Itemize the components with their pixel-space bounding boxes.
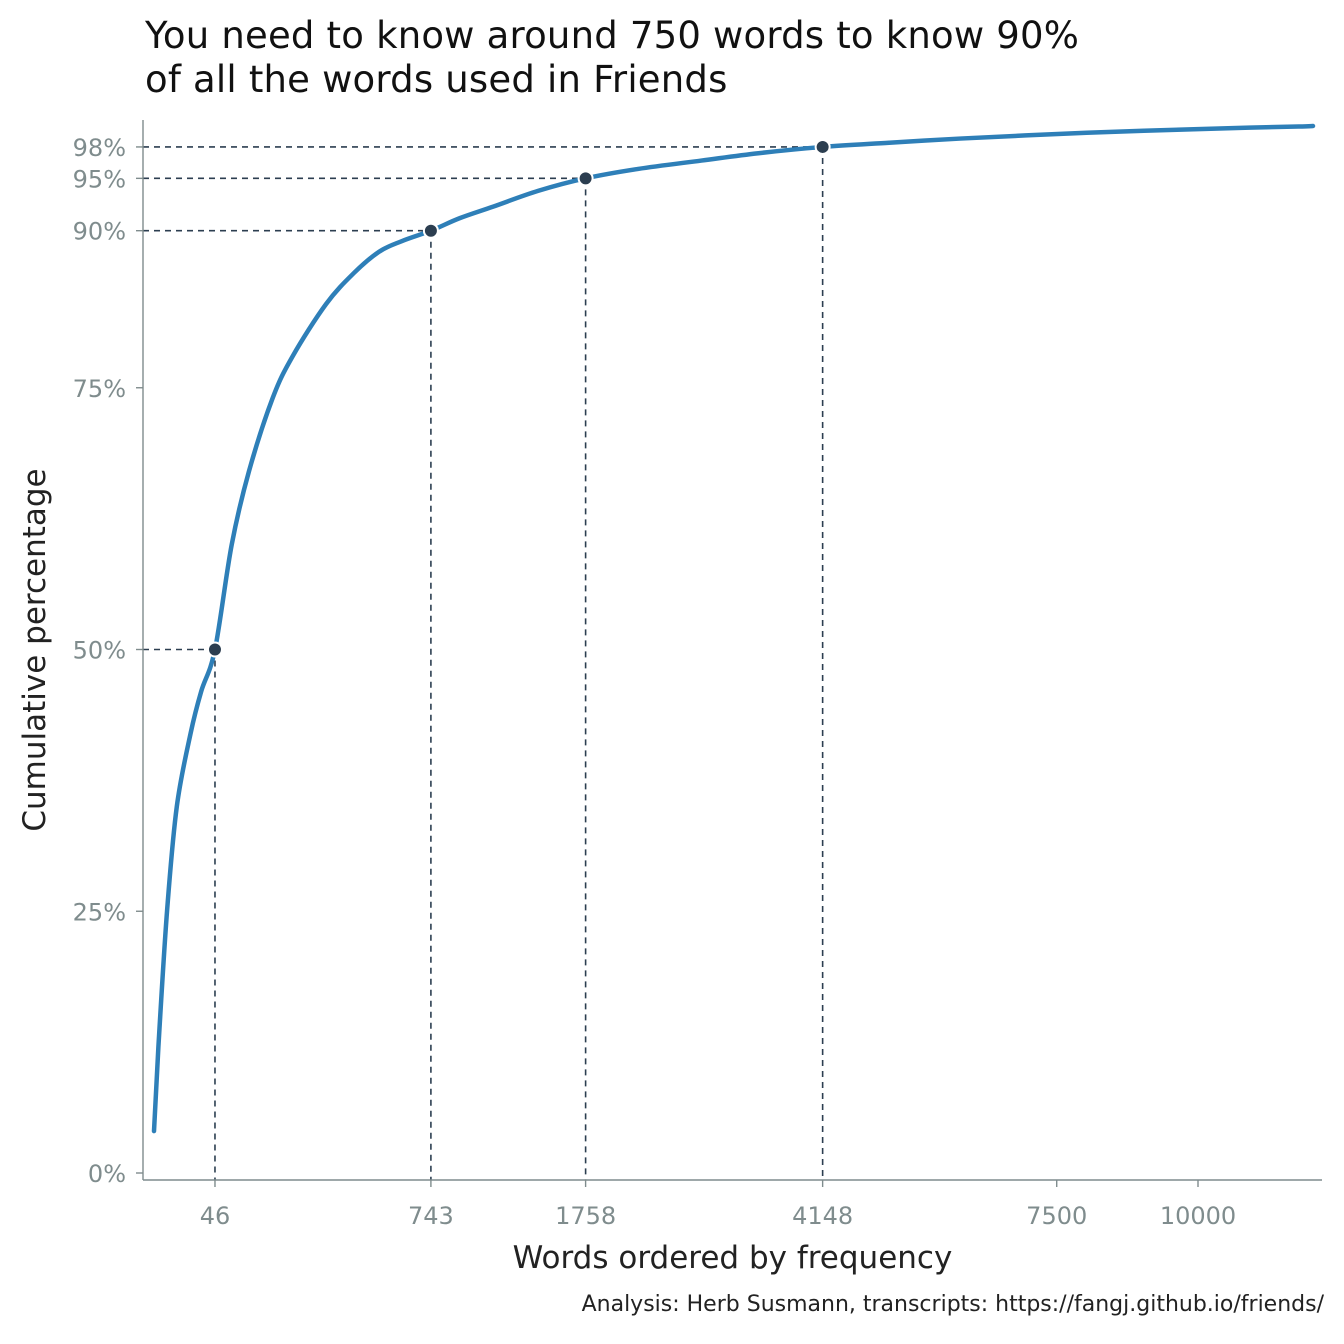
chart-caption: Analysis: Herb Susmann, transcripts: htt… [581,1292,1324,1317]
series-group [151,123,1316,1134]
x-tick-label: 7500 [1026,1202,1087,1230]
y-tick-label: 75% [73,375,126,403]
highlight-point [422,222,439,239]
x-tick-label: 46 [200,1202,231,1230]
x-tick-label: 743 [408,1202,454,1230]
highlight-point [206,641,223,658]
highlight-point [814,138,831,155]
axes [142,120,1322,1181]
y-tick-label: 0% [88,1160,126,1188]
highlight-point [577,170,594,187]
chart-title-line-1: You need to know around 750 words to kno… [145,14,1080,57]
y-tick-label: 50% [73,637,126,665]
x-axis-label: Words ordered by frequency [513,1240,953,1276]
x-tick-labels: 46 743 1758 4148 7500 10000 [200,1180,1236,1230]
y-axis-label: Cumulative percentage [17,468,53,831]
y-tick-label: 98% [73,134,126,162]
y-tick-label: 25% [73,898,126,926]
x-tick-label: 4148 [792,1202,853,1230]
y-tick-label: 95% [73,165,126,193]
x-tick-label: 10000 [1160,1202,1236,1230]
cumulative-series-line [151,123,1316,1134]
chart-title-line-2: of all the words used in Friends [145,58,728,101]
y-tick-labels: 0% 25% 50% 75% 90% 95% 98% [73,134,143,1188]
y-tick-label: 90% [73,218,126,246]
guide-lines [143,146,824,1180]
highlight-points [206,138,831,658]
x-tick-label: 1758 [555,1202,616,1230]
